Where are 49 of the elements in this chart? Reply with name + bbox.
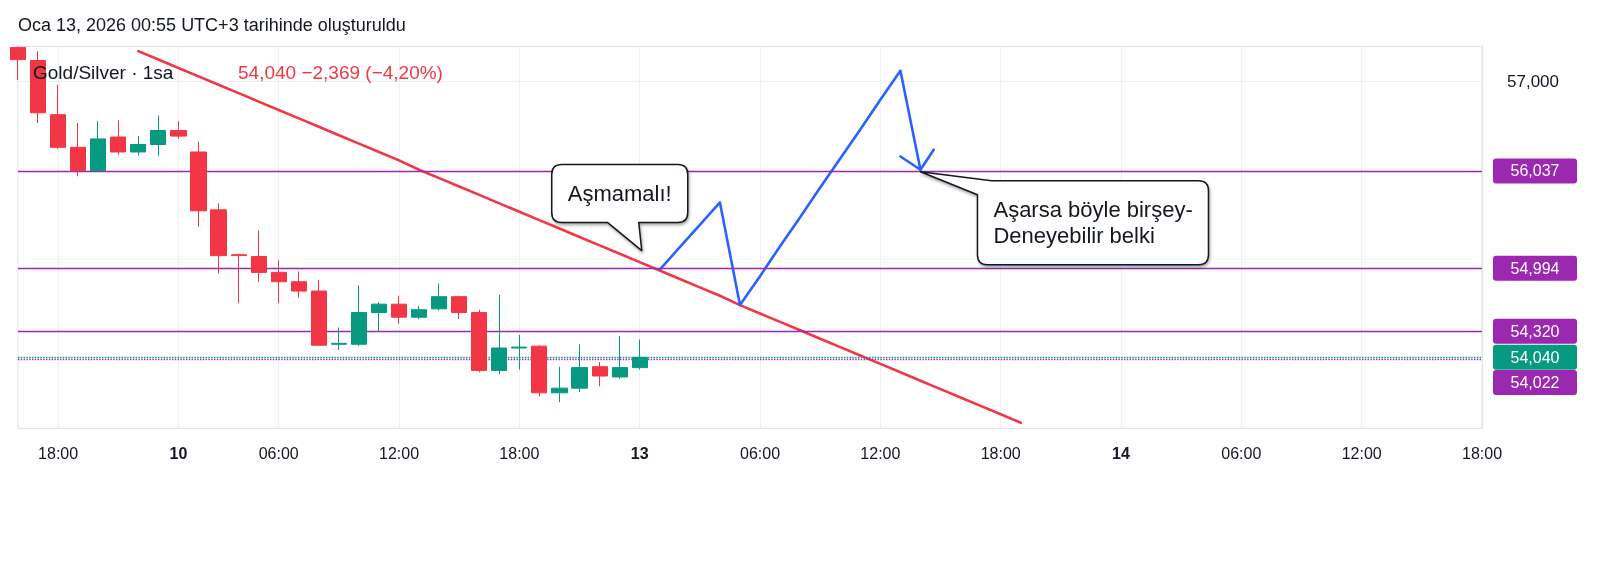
candlestick xyxy=(50,84,66,150)
candlestick xyxy=(592,361,608,387)
candlestick xyxy=(110,119,126,156)
y-tick-label: 54,040 xyxy=(1510,348,1560,366)
ref-line-label: 54,022 xyxy=(1493,369,1577,395)
candlestick xyxy=(150,115,166,157)
x-tick-label: 18:00 xyxy=(499,444,540,462)
candlestick xyxy=(311,279,327,346)
y-tick-label: 56,037 xyxy=(1510,162,1560,180)
x-tick-label: 18:00 xyxy=(38,444,79,462)
annotation: Aşarsa böyle birşey- Deneyebilir belki xyxy=(993,196,1193,249)
y-tick-label: 57,000 xyxy=(1507,71,1559,91)
x-tick-label: 12:00 xyxy=(1341,444,1382,462)
candlestick xyxy=(291,270,307,299)
x-tick-label: 10 xyxy=(169,444,188,462)
candlestick xyxy=(331,326,347,351)
x-tick-label: 14 xyxy=(1112,444,1131,462)
x-tick-label: 12:00 xyxy=(860,444,901,462)
candlestick xyxy=(471,309,487,373)
candlestick xyxy=(351,284,367,347)
x-tick-label: 06:00 xyxy=(1221,444,1262,462)
candlestick xyxy=(391,295,407,325)
candlestick xyxy=(551,366,568,403)
candlestick xyxy=(70,122,86,177)
x-tick-label: 06:00 xyxy=(740,444,781,462)
candlestick xyxy=(531,344,547,398)
candlestick xyxy=(231,253,247,304)
x-tick-label: 18:00 xyxy=(980,444,1021,462)
x-tick-label: 18:00 xyxy=(1461,444,1503,462)
candlestick xyxy=(130,135,146,157)
candlestick xyxy=(210,202,227,274)
candlestick xyxy=(411,305,427,320)
candlestick xyxy=(10,46,26,81)
candlestick xyxy=(431,283,447,312)
x-tick-label: 12:00 xyxy=(379,444,420,462)
x-tick-label: 06:00 xyxy=(258,444,299,462)
candlestick xyxy=(190,141,207,228)
y-tick-label: 54,994 xyxy=(1510,259,1560,277)
candlestick xyxy=(90,120,106,172)
annotation: Aşmamalı! xyxy=(567,180,672,207)
candlestick xyxy=(271,259,287,304)
candlestick xyxy=(371,301,387,332)
candlestick xyxy=(251,229,267,283)
candlestick xyxy=(170,120,187,140)
y-tick-label: 54,320 xyxy=(1510,322,1560,340)
x-tick-label: 13 xyxy=(630,444,649,462)
text: 54,040 −2,369 (−4,20%) xyxy=(238,62,443,84)
candlestick xyxy=(451,295,467,320)
text: Oca 13, 2026 00:55 UTC+3 tarihinde oluşturuldu xyxy=(18,14,406,36)
